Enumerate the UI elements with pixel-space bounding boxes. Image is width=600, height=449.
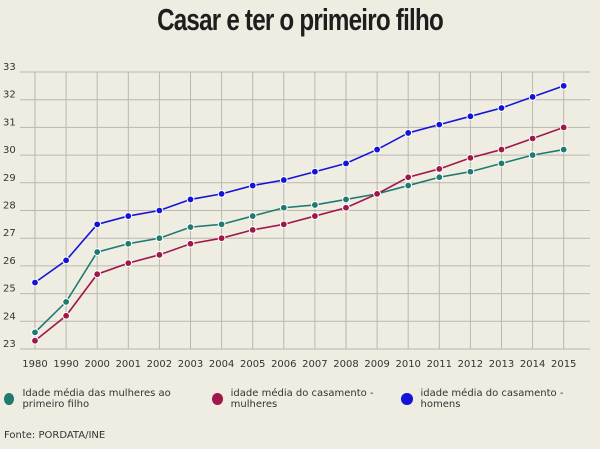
legend-item-casamento-mulheres: idade média do casamento - mulheres	[212, 388, 401, 410]
legend-item-casamento-homens: idade média do casamento - homens	[401, 388, 596, 410]
data-point	[559, 145, 568, 154]
data-point	[155, 250, 164, 259]
data-point	[311, 212, 319, 220]
series-line	[34, 126, 564, 342]
data-point	[93, 248, 102, 256]
data-point	[342, 195, 350, 204]
x-tick-label: 2007	[302, 359, 327, 370]
y-tick-label: 31	[3, 117, 16, 128]
y-tick-label: 28	[3, 201, 16, 212]
data-point	[186, 239, 195, 248]
legend-label-casamento-homens: idade média do casamento - homens	[420, 388, 564, 410]
data-point	[497, 104, 506, 112]
data-point	[248, 212, 257, 220]
data-point	[62, 311, 70, 320]
data-point	[62, 298, 70, 306]
data-point	[124, 259, 133, 268]
legend-swatch-casamento-homens	[401, 393, 413, 405]
data-point	[404, 173, 413, 182]
data-point	[435, 165, 444, 173]
data-point	[124, 212, 133, 220]
y-tick-label: 30	[3, 145, 16, 156]
data-point	[248, 181, 257, 190]
data-point	[466, 167, 475, 176]
data-point	[217, 189, 226, 198]
data-point	[248, 225, 257, 234]
x-tick-label: 2004	[209, 359, 234, 370]
data-point	[373, 189, 382, 198]
data-point	[311, 201, 319, 209]
data-point	[497, 145, 506, 154]
data-point	[31, 278, 39, 287]
data-point	[279, 203, 288, 212]
data-point	[435, 173, 444, 182]
x-tick-label: 2008	[333, 359, 358, 370]
legend: Idade média das mulheres ao primeiro fil…	[4, 388, 596, 410]
data-point	[279, 220, 288, 229]
x-tick-label: 2003	[178, 359, 203, 370]
x-tick-label: 2002	[147, 359, 172, 370]
legend-swatch-casamento-mulheres	[212, 393, 223, 405]
x-tick-label: 2015	[551, 359, 576, 370]
data-point	[93, 220, 102, 229]
x-tick-label: 2014	[520, 359, 545, 370]
x-tick-label: 2011	[427, 359, 452, 370]
data-point	[124, 239, 133, 248]
data-point	[342, 159, 350, 168]
data-point	[155, 206, 164, 215]
source-note: Fonte: PORDATA/INE	[4, 430, 106, 441]
y-tick-label: 29	[3, 173, 16, 184]
data-point	[404, 181, 413, 190]
data-point	[404, 129, 413, 137]
data-point	[279, 176, 288, 184]
data-point	[62, 256, 70, 265]
data-point	[373, 145, 382, 154]
legend-label-primeiro-filho: Idade média das mulheres ao primeiro fil…	[22, 388, 171, 410]
data-point	[466, 153, 475, 162]
series-line	[34, 85, 564, 284]
x-tick-label: 2009	[364, 359, 389, 370]
legend-swatch-primeiro-filho	[4, 393, 15, 405]
data-point	[528, 134, 537, 143]
x-tick-label: 2010	[395, 359, 420, 370]
y-tick-label: 24	[3, 311, 16, 322]
legend-item-primeiro-filho: Idade média das mulheres ao primeiro fil…	[4, 388, 212, 410]
y-tick-label: 23	[3, 339, 16, 350]
data-point	[93, 270, 102, 279]
x-tick-label: 2006	[271, 359, 296, 370]
data-point	[31, 336, 39, 345]
chart-title: Casar e ter o primeiro filho	[157, 2, 444, 37]
series-line	[34, 148, 564, 333]
data-point	[559, 123, 568, 132]
y-tick-label: 33	[3, 62, 16, 73]
data-point	[528, 151, 537, 160]
x-tick-label: 2000	[84, 359, 109, 370]
data-point	[186, 195, 195, 204]
data-point	[217, 220, 226, 229]
data-point	[155, 234, 164, 243]
data-point	[217, 234, 226, 243]
y-tick-label: 25	[3, 284, 16, 295]
x-tick-label: 2001	[116, 359, 141, 370]
x-tick-label: 2013	[489, 359, 514, 370]
data-point	[466, 112, 475, 121]
data-point	[559, 81, 568, 90]
legend-label-casamento-mulheres: idade média do casamento - mulheres	[230, 388, 374, 410]
data-point	[186, 223, 195, 232]
data-point	[342, 203, 350, 212]
y-tick-label: 27	[3, 228, 16, 239]
data-point	[311, 167, 319, 176]
data-point	[528, 93, 537, 101]
x-tick-label: 2012	[458, 359, 483, 370]
data-point	[31, 328, 39, 337]
x-tick-label: 1990	[53, 359, 78, 370]
x-tick-label: 1980	[22, 359, 47, 370]
y-tick-label: 32	[3, 90, 16, 101]
data-point	[497, 159, 506, 168]
x-tick-label: 2005	[240, 359, 265, 370]
y-tick-label: 26	[3, 256, 16, 267]
data-point	[435, 120, 444, 129]
